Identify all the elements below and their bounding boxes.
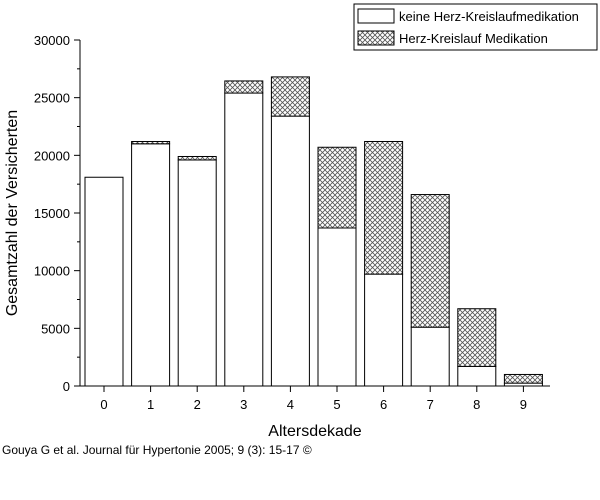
x-tick-label: 1 (147, 397, 154, 412)
y-tick-label: 20000 (34, 148, 70, 163)
bar-medication-3 (224, 80, 264, 94)
y-tick-label: 15000 (34, 206, 70, 221)
bar-medication-2 (177, 155, 217, 161)
bar-no-medication-7 (410, 326, 450, 387)
stacked-bar-chart: 0 5000 10000 15000 20000 25000 30000 0 1 2 3 4 5 6 7 8… (4, 3, 598, 440)
x-axis-ticks: 0 1 2 3 4 5 6 7 8 9 (100, 386, 527, 412)
y-axis-ticks: 0 5000 10000 15000 20000 25000 30000 (34, 33, 80, 394)
legend-label-medication: Herz-Kreislauf Medikation (399, 31, 548, 46)
bar-no-medication-8 (457, 365, 497, 387)
y-tick-label: 0 (63, 379, 70, 394)
y-tick-label: 25000 (34, 91, 70, 106)
bars-group (84, 76, 543, 387)
x-tick-label: 6 (380, 397, 387, 412)
x-tick-label: 8 (473, 397, 480, 412)
bar-no-medication-5 (317, 227, 357, 387)
x-tick-label: 9 (520, 397, 527, 412)
legend-swatch-medication (357, 30, 395, 46)
x-axis-label: Altersdekade (268, 423, 361, 440)
legend: keine Herz-Kreislaufmedikation Herz-Krei… (353, 3, 598, 51)
bar-medication-6 (364, 140, 404, 275)
x-tick-label: 0 (100, 397, 107, 412)
y-axis-label: Gesamtzahl der Versicherten (4, 110, 21, 316)
bar-medication-5 (317, 146, 357, 229)
bar-medication-7 (410, 194, 450, 328)
bar-no-medication-6 (364, 273, 404, 387)
bar-medication-8 (457, 308, 497, 367)
bar-medication-4 (270, 76, 310, 117)
bar-no-medication-0 (84, 176, 124, 387)
x-tick-label: 4 (287, 397, 294, 412)
x-tick-label: 5 (333, 397, 340, 412)
legend-swatch-no-medication (357, 8, 395, 24)
bar-no-medication-1 (131, 143, 171, 387)
y-tick-label: 10000 (34, 264, 70, 279)
y-tick-label: 5000 (41, 321, 70, 336)
x-tick-label: 2 (194, 397, 201, 412)
y-tick-label: 30000 (34, 33, 70, 48)
bar-no-medication-4 (270, 115, 310, 387)
x-tick-label: 3 (240, 397, 247, 412)
source-caption: Gouya G et al. Journal für Hypertonie 20… (2, 443, 312, 457)
x-tick-label: 7 (427, 397, 434, 412)
bar-medication-1 (131, 140, 171, 145)
bar-no-medication-3 (224, 92, 264, 387)
bar-medication-9 (503, 373, 543, 384)
bar-no-medication-2 (177, 159, 217, 387)
legend-label-no-medication: keine Herz-Kreislaufmedikation (399, 9, 579, 24)
